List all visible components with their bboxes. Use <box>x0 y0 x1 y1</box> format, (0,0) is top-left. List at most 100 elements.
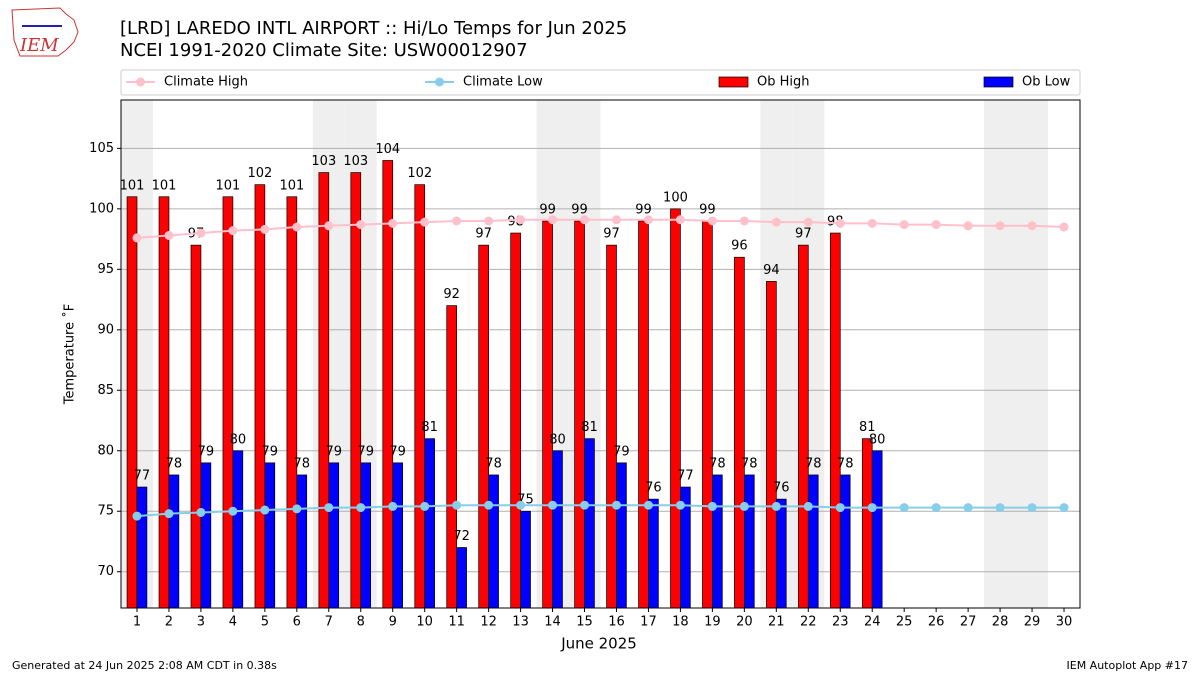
bar <box>616 462 627 609</box>
point <box>995 503 1005 513</box>
x-tick-label: 14 <box>544 615 561 630</box>
x-tick-label: 16 <box>608 615 625 630</box>
point <box>164 230 174 240</box>
point <box>324 221 334 231</box>
legend-label: Climate High <box>164 75 248 90</box>
bar <box>296 474 308 609</box>
data-label: 77 <box>677 469 694 484</box>
bar <box>552 450 563 609</box>
chart-subtitle: NCEI 1991-2020 Climate Site: USW00012907 <box>120 40 528 61</box>
point <box>643 500 653 510</box>
bar <box>488 474 499 609</box>
data-label: 80 <box>230 432 247 447</box>
data-label: 103 <box>311 154 336 169</box>
bar <box>200 462 212 609</box>
bar <box>158 196 170 609</box>
point <box>484 500 494 510</box>
x-tick-label: 23 <box>832 615 849 630</box>
bar <box>392 462 403 609</box>
bar <box>712 474 723 609</box>
x-tick-label: 15 <box>576 615 593 630</box>
point <box>548 215 558 225</box>
point <box>803 501 813 511</box>
bar <box>861 438 873 609</box>
bar <box>510 232 521 609</box>
data-label: 99 <box>571 202 588 217</box>
x-tick-label: 27 <box>960 615 977 630</box>
data-label: 78 <box>166 456 183 471</box>
y-tick-label: 105 <box>89 141 114 156</box>
data-label: 99 <box>699 202 716 217</box>
logo-outline <box>11 7 79 57</box>
bar <box>766 281 777 609</box>
x-tick-label: 30 <box>1056 615 1073 630</box>
point <box>164 509 174 519</box>
point <box>899 503 909 513</box>
point <box>388 218 398 228</box>
point <box>292 504 302 514</box>
bar <box>638 220 649 609</box>
point <box>707 501 717 511</box>
bar <box>414 184 426 609</box>
point <box>771 501 781 511</box>
bar <box>456 547 467 609</box>
bar <box>520 510 531 609</box>
data-label: 79 <box>325 444 342 459</box>
data-label: 101 <box>120 178 145 193</box>
data-label: 77 <box>134 469 151 484</box>
point <box>963 503 973 513</box>
weekend-shade <box>1016 100 1049 608</box>
bar <box>350 172 362 609</box>
data-label: 76 <box>645 481 662 496</box>
bar <box>775 498 787 609</box>
bar <box>286 196 298 609</box>
y-tick-label: 90 <box>97 322 114 337</box>
point <box>835 218 845 228</box>
x-tick-label: 19 <box>704 615 721 630</box>
data-label: 78 <box>485 456 502 471</box>
data-label: 76 <box>773 481 790 496</box>
plot-frame <box>120 99 1081 609</box>
data-label: 99 <box>635 202 652 217</box>
bar <box>264 462 276 609</box>
point <box>132 233 142 243</box>
bar <box>424 438 435 609</box>
y-tick-label: 70 <box>97 564 114 579</box>
data-label: 97 <box>475 227 492 242</box>
data-label: 101 <box>279 178 304 193</box>
bar <box>574 220 585 609</box>
point <box>452 500 462 510</box>
data-label: 80 <box>869 432 886 447</box>
x-tick-label: 4 <box>229 615 237 630</box>
y-axis-label: Temperature ˚F <box>62 304 78 405</box>
bar <box>734 256 745 609</box>
point <box>548 500 558 510</box>
x-tick-label: 25 <box>896 615 913 630</box>
logo-text: IEM <box>19 35 59 56</box>
bar <box>743 474 755 609</box>
footer-left: Generated at 24 Jun 2025 2:08 AM CDT in … <box>12 659 277 672</box>
data-label: 80 <box>549 432 566 447</box>
data-label: 78 <box>837 456 854 471</box>
x-tick-label: 11 <box>448 615 465 630</box>
bar <box>254 184 266 609</box>
bar <box>126 196 138 609</box>
x-tick-label: 28 <box>992 615 1009 630</box>
x-tick-label: 10 <box>416 615 433 630</box>
point <box>228 226 238 236</box>
x-tick-label: 1 <box>133 615 141 630</box>
point <box>675 500 685 510</box>
bar <box>829 232 841 609</box>
bar <box>670 208 681 609</box>
data-label: 79 <box>262 444 279 459</box>
point <box>707 216 717 226</box>
x-tick-label: 7 <box>325 615 333 630</box>
data-label: 79 <box>198 444 215 459</box>
data-label: 97 <box>603 227 620 242</box>
x-tick-label: 6 <box>293 615 301 630</box>
data-label: 99 <box>539 202 556 217</box>
point <box>580 215 590 225</box>
data-label: 78 <box>805 456 822 471</box>
y-tick-label: 85 <box>97 383 114 398</box>
